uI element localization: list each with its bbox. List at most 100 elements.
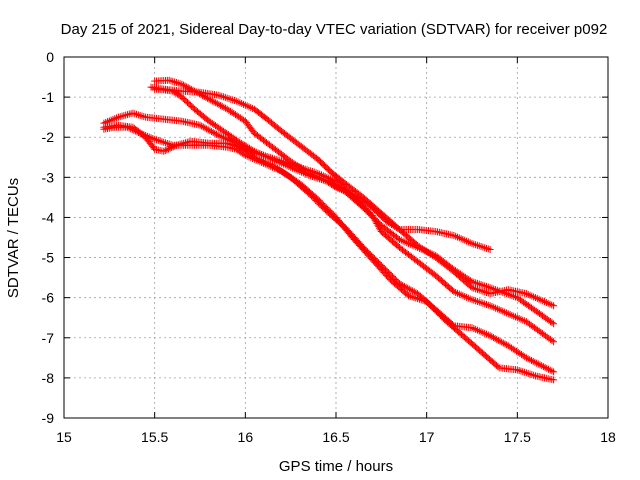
- data-point-marker: [488, 284, 496, 292]
- data-point-marker: [238, 100, 246, 108]
- x-tick-label: 15.5: [141, 429, 168, 445]
- data-point-marker: [123, 123, 131, 131]
- data-point-marker: [550, 302, 558, 310]
- data-point-marker: [495, 287, 503, 295]
- data-point-marker: [216, 132, 224, 140]
- data-point-marker: [267, 154, 275, 162]
- data-point-marker: [541, 363, 549, 371]
- data-point-marker: [472, 279, 480, 287]
- data-point-marker: [495, 306, 503, 314]
- data-point-marker: [475, 286, 483, 294]
- data-point-marker: [468, 278, 476, 286]
- data-point-marker: [452, 288, 460, 296]
- data-point-marker: [123, 111, 131, 119]
- data-point-marker: [142, 131, 150, 139]
- data-point-marker: [261, 152, 269, 160]
- data-point-marker: [261, 160, 269, 168]
- data-point-marker: [254, 157, 262, 165]
- data-point-marker: [502, 290, 510, 298]
- data-point-marker: [477, 299, 485, 307]
- data-point-marker: [504, 290, 512, 298]
- data-point-marker: [452, 232, 460, 240]
- data-point-marker: [405, 292, 413, 300]
- data-point-marker: [241, 101, 249, 109]
- data-point-marker: [215, 101, 223, 109]
- data-point-marker: [395, 236, 403, 244]
- data-point-marker: [143, 132, 151, 140]
- data-point-marker: [160, 147, 168, 155]
- data-point-marker: [220, 103, 228, 111]
- data-point-marker: [245, 153, 253, 161]
- data-point-marker: [414, 295, 422, 303]
- data-point-marker: [470, 278, 478, 286]
- data-point-marker: [321, 173, 329, 181]
- data-point-marker: [135, 128, 143, 136]
- data-point-marker: [397, 236, 405, 244]
- data-point-marker: [428, 250, 436, 258]
- data-point-marker: [218, 133, 226, 141]
- data-point-marker: [481, 300, 489, 308]
- data-point-marker: [450, 288, 458, 296]
- data-point-marker: [269, 154, 277, 162]
- data-point-marker: [468, 296, 476, 304]
- data-point-marker: [138, 130, 146, 138]
- data-point-marker: [223, 94, 231, 102]
- data-point-marker: [464, 238, 472, 246]
- data-point-marker: [479, 243, 487, 251]
- data-point-marker: [550, 376, 558, 384]
- data-point-marker: [493, 305, 501, 313]
- data-point-marker: [274, 166, 282, 174]
- x-tick-label: 16: [238, 429, 254, 445]
- data-point-marker: [134, 111, 142, 119]
- data-point-marker: [325, 174, 333, 182]
- data-point-marker: [483, 282, 491, 290]
- data-point-marker: [178, 80, 186, 88]
- data-point-marker: [136, 129, 144, 137]
- data-point-marker: [512, 313, 520, 321]
- data-point-marker: [415, 295, 423, 303]
- data-point-marker: [512, 293, 520, 301]
- data-point-marker: [414, 244, 422, 252]
- data-point-marker: [208, 128, 216, 136]
- data-point-marker: [118, 112, 126, 120]
- y-tick-label: -8: [42, 370, 55, 386]
- data-point-marker: [327, 175, 335, 183]
- data-point-marker: [479, 299, 487, 307]
- data-point-marker: [483, 300, 491, 308]
- data-point-marker: [214, 91, 222, 99]
- data-point-marker: [461, 292, 469, 300]
- data-point-marker: [528, 292, 536, 300]
- data-point-marker: [301, 165, 309, 173]
- data-point-marker: [129, 109, 137, 117]
- data-point-marker: [475, 327, 483, 335]
- data-point-marker: [415, 244, 423, 252]
- data-point-marker: [369, 213, 377, 221]
- data-point-marker: [417, 245, 425, 253]
- data-point-marker: [526, 370, 534, 378]
- data-point-marker: [218, 92, 226, 100]
- data-point-marker: [544, 299, 552, 307]
- data-point-marker: [107, 116, 115, 124]
- data-point-marker: [530, 371, 538, 379]
- data-point-marker: [164, 145, 172, 153]
- data-point-marker: [154, 136, 162, 144]
- data-point-marker: [208, 97, 216, 105]
- data-point-marker: [200, 92, 208, 100]
- data-point-marker: [417, 296, 425, 304]
- data-point-marker: [172, 79, 180, 87]
- data-point-marker: [167, 141, 175, 149]
- data-point-marker: [269, 163, 277, 171]
- data-point-marker: [405, 240, 413, 248]
- data-point-marker: [316, 170, 324, 178]
- data-point-marker: [247, 154, 255, 162]
- data-point-marker: [508, 292, 516, 300]
- data-point-marker: [483, 288, 491, 296]
- data-point-marker: [174, 79, 182, 87]
- data-point-marker: [486, 302, 494, 310]
- data-point-marker: [484, 283, 492, 291]
- data-point-marker: [179, 81, 187, 89]
- data-point-marker: [492, 304, 500, 312]
- data-point-marker: [528, 356, 535, 364]
- data-point-marker: [492, 286, 500, 294]
